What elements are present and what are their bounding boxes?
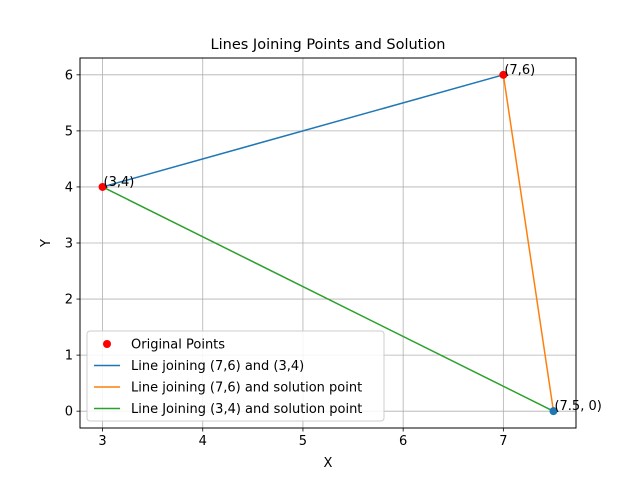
legend-label: Line joining (7,6) and solution point bbox=[131, 381, 362, 396]
y-tick-label: 2 bbox=[65, 293, 73, 308]
points-layer: (3,4) (7,6) (7.5, 0) bbox=[98, 63, 602, 416]
x-axis-label: X bbox=[324, 456, 333, 471]
y-tick-label: 1 bbox=[65, 349, 73, 364]
y-axis-label: Y bbox=[39, 239, 54, 248]
legend-label: Line joining (7,6) and (3,4) bbox=[131, 359, 304, 374]
chart-title: Lines Joining Points and Solution bbox=[211, 37, 446, 53]
series-line bbox=[102, 74, 504, 188]
legend-label: Original Points bbox=[131, 338, 225, 353]
y-tick-label: 0 bbox=[65, 405, 73, 420]
x-tick-label: 4 bbox=[199, 434, 207, 449]
series-layer bbox=[102, 74, 555, 412]
legend-label: Line Joining (3,4) and solution point bbox=[131, 402, 362, 417]
y-tick-label: 6 bbox=[65, 68, 73, 83]
x-tick-label: 5 bbox=[299, 434, 307, 449]
legend: Original Points Line joining (7,6) and (3… bbox=[86, 330, 385, 422]
point-label: (7.5, 0) bbox=[554, 399, 601, 414]
point-label: (7,6) bbox=[504, 63, 535, 78]
series-line bbox=[102, 186, 554, 412]
x-tick-label: 6 bbox=[399, 434, 407, 449]
data-point bbox=[549, 407, 558, 416]
legend-box bbox=[86, 330, 385, 422]
data-point bbox=[499, 70, 508, 79]
point-label: (3,4) bbox=[104, 175, 135, 190]
x-tick-label: 7 bbox=[499, 434, 507, 449]
y-tick-label: 3 bbox=[65, 237, 73, 252]
y-tick-label: 4 bbox=[65, 180, 73, 195]
x-tick-label: 3 bbox=[98, 434, 106, 449]
data-point bbox=[98, 182, 107, 191]
legend-marker bbox=[103, 340, 111, 348]
series-line bbox=[502, 74, 555, 412]
axes: 3 4 5 6 7 0 1 2 3 4 5 6 bbox=[65, 68, 508, 449]
y-tick-label: 5 bbox=[65, 124, 73, 139]
